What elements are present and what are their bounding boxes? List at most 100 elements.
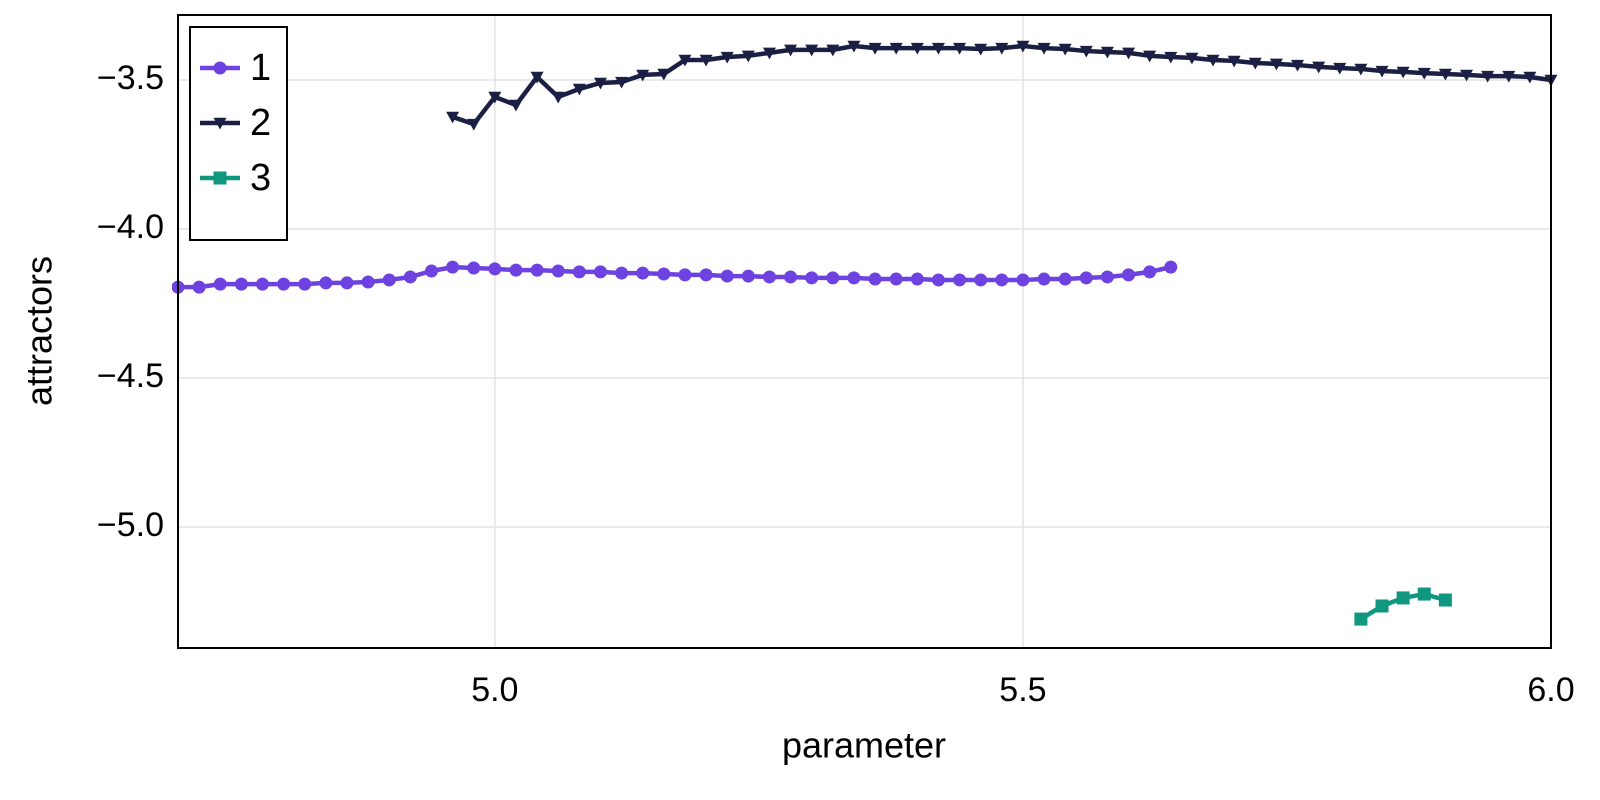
marker (1502, 70, 1516, 83)
legend-box (189, 26, 288, 241)
marker (805, 271, 819, 285)
marker (720, 51, 734, 64)
marker (340, 276, 354, 290)
marker (1122, 268, 1136, 282)
marker (636, 69, 650, 82)
marker (699, 268, 713, 282)
y-tick-label: −4.0 (97, 208, 164, 246)
marker (847, 40, 861, 53)
marker (319, 276, 333, 290)
marker (361, 275, 375, 289)
marker (678, 268, 692, 282)
marker (277, 277, 291, 291)
marker (1481, 70, 1495, 83)
marker (530, 263, 544, 277)
marker (889, 272, 903, 286)
marker (572, 83, 586, 96)
marker (1185, 52, 1199, 65)
marker (1333, 62, 1347, 75)
marker (298, 277, 312, 291)
marker (784, 44, 798, 57)
marker (847, 271, 861, 285)
x-tick-label: 6.0 (1527, 671, 1574, 709)
marker (509, 263, 523, 277)
y-axis-title: attractors (19, 256, 60, 406)
legend-marker (213, 117, 227, 130)
marker (615, 266, 629, 280)
legend: 1 2 3 (189, 26, 288, 241)
marker (953, 42, 967, 55)
marker (889, 42, 903, 55)
marker (1396, 591, 1410, 605)
marker (974, 43, 988, 56)
marker (995, 273, 1009, 287)
marker (1206, 54, 1220, 67)
marker (1438, 593, 1452, 607)
marker (910, 42, 924, 55)
marker (1143, 265, 1157, 279)
marker (1291, 59, 1305, 72)
marker (974, 273, 988, 287)
marker (657, 68, 671, 81)
marker (1523, 71, 1537, 84)
marker (382, 273, 396, 287)
marker (953, 273, 967, 287)
x-axis-title: parameter (782, 725, 946, 766)
marker (424, 264, 438, 278)
marker (1417, 67, 1431, 80)
marker (1016, 40, 1030, 53)
marker (1143, 50, 1157, 63)
y-tick-label: −3.5 (97, 59, 164, 97)
plot-frame (177, 14, 1552, 649)
marker (1058, 272, 1072, 286)
marker (615, 76, 629, 89)
marker (868, 272, 882, 286)
marker (805, 44, 819, 57)
marker (572, 265, 586, 279)
marker (1438, 68, 1452, 81)
marker (551, 264, 565, 278)
marker (530, 71, 544, 84)
marker (1375, 599, 1389, 613)
marker (1079, 271, 1093, 285)
marker (1016, 273, 1030, 287)
marker (1460, 69, 1474, 82)
marker (1354, 63, 1368, 76)
marker (192, 280, 206, 294)
marker (910, 272, 924, 286)
marker (1354, 612, 1368, 626)
marker (1100, 270, 1114, 284)
y-tick-label: −5.0 (97, 506, 164, 544)
marker (762, 270, 776, 284)
marker (1037, 272, 1051, 286)
legend-label: 2 (250, 102, 271, 144)
grid (178, 15, 1552, 648)
marker (446, 260, 460, 274)
marker (446, 111, 460, 124)
marker (1248, 57, 1262, 70)
marker (931, 273, 945, 287)
marker (868, 42, 882, 55)
marker (1100, 46, 1114, 59)
marker (593, 265, 607, 279)
marker (1312, 61, 1326, 74)
marker (762, 47, 776, 60)
marker (1058, 43, 1072, 56)
marker (234, 277, 248, 291)
marker (255, 277, 269, 291)
marker (488, 262, 502, 276)
marker (1417, 587, 1431, 601)
marker (995, 42, 1009, 55)
legend-marker (213, 61, 227, 75)
marker (636, 266, 650, 280)
marker (488, 91, 502, 104)
legend-marker (213, 171, 227, 185)
marker (931, 42, 945, 55)
legend-label: 3 (250, 157, 271, 199)
series-line (451, 43, 1552, 127)
marker (593, 77, 607, 90)
marker (720, 269, 734, 283)
marker (741, 269, 755, 283)
marker (1227, 55, 1241, 68)
marker (1164, 51, 1178, 64)
